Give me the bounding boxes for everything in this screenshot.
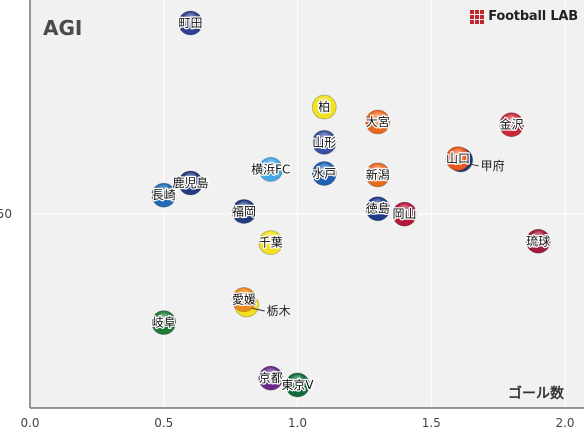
brand-name: Football LAB — [488, 9, 578, 24]
data-point: 水戸 — [311, 161, 338, 186]
point-label: 千葉 — [259, 236, 283, 250]
point-label: 東京V — [281, 378, 314, 392]
data-point: 横浜FC — [250, 157, 292, 182]
point-label: 京都 — [259, 371, 283, 385]
x-tick-label: 2.0 — [555, 416, 574, 430]
data-point: 町田 — [177, 10, 204, 36]
point-label: 徳島 — [366, 201, 390, 216]
x-axis-label: ゴール数 — [508, 386, 564, 402]
x-tick-label: 0.0 — [20, 416, 39, 430]
data-point: 福岡 — [231, 199, 257, 224]
point-marker-gloss — [179, 12, 202, 35]
data-point: 京都 — [257, 365, 284, 391]
point-marker-gloss — [259, 158, 282, 181]
data-point: 山形 — [311, 129, 338, 155]
grid-lines — [30, 0, 584, 408]
data-point: 愛媛 — [231, 287, 257, 312]
data-point: 岐阜 — [150, 310, 177, 336]
data-point: 柏 — [311, 94, 337, 120]
point-marker-gloss — [366, 163, 389, 186]
point-marker-gloss — [393, 203, 416, 226]
point-marker-gloss — [286, 373, 309, 396]
data-point: 東京V — [280, 372, 316, 398]
point-label: 琉球 — [526, 234, 550, 248]
point-marker-gloss — [500, 113, 523, 136]
point-label: 山形 — [312, 135, 336, 149]
data-point: 岡山 — [391, 201, 418, 227]
point-label: 水戸 — [312, 167, 336, 181]
point-marker-gloss — [179, 171, 202, 194]
data-point: 大宮 — [364, 109, 391, 135]
point-marker-gloss — [313, 162, 336, 185]
point-label: 岡山 — [392, 207, 416, 221]
data-point: 徳島 — [364, 196, 391, 222]
point-label: 長崎 — [152, 188, 176, 202]
point-marker-gloss — [152, 184, 175, 207]
point-marker-gloss — [233, 200, 255, 223]
point-marker-gloss — [527, 230, 550, 253]
point-label: 新潟 — [366, 167, 390, 182]
point-marker-gloss — [366, 197, 389, 220]
data-point: 金沢 — [498, 112, 525, 138]
point-marker-gloss — [366, 110, 389, 133]
point-label: 福岡 — [232, 203, 256, 218]
point-label: 横浜FC — [251, 162, 290, 176]
point-label: 金沢 — [499, 117, 523, 132]
point-marker-gloss — [259, 231, 282, 254]
point-label: 大宮 — [366, 114, 390, 129]
label-leader-line — [250, 307, 265, 312]
data-point: 琉球 — [525, 228, 552, 254]
point-marker-gloss — [233, 288, 255, 311]
point-marker-gloss — [447, 147, 469, 170]
x-tick-label: 0.5 — [154, 416, 173, 430]
x-tick-label: 1.0 — [288, 416, 307, 430]
point-label: 愛媛 — [232, 293, 256, 307]
data-point: 山口 — [445, 146, 471, 171]
point-label: 鹿児島 — [172, 175, 208, 190]
point-label: 栃木 — [267, 304, 291, 318]
metric-title: AGI — [43, 16, 83, 40]
data-point: 千葉 — [257, 230, 284, 256]
data-point: 長崎 — [150, 182, 177, 208]
point-label: 甲府 — [481, 158, 505, 173]
point-marker-gloss — [313, 96, 336, 119]
point-label: 町田 — [178, 16, 202, 30]
point-marker-gloss — [313, 131, 336, 154]
point-marker-gloss — [152, 311, 175, 334]
point-marker-gloss — [259, 367, 282, 390]
brand-grid-icon — [470, 9, 485, 24]
x-tick-label: 1.5 — [422, 416, 441, 430]
brand-logo: Football LAB — [470, 9, 578, 24]
point-label: 岐阜 — [152, 316, 176, 330]
point-label: 山口 — [446, 152, 470, 166]
data-point: 新潟 — [364, 162, 391, 188]
y-tick-label: 50 — [0, 207, 12, 221]
point-label: 柏 — [318, 99, 330, 114]
data-point: 鹿児島 — [171, 170, 210, 196]
plot-area — [30, 0, 584, 408]
